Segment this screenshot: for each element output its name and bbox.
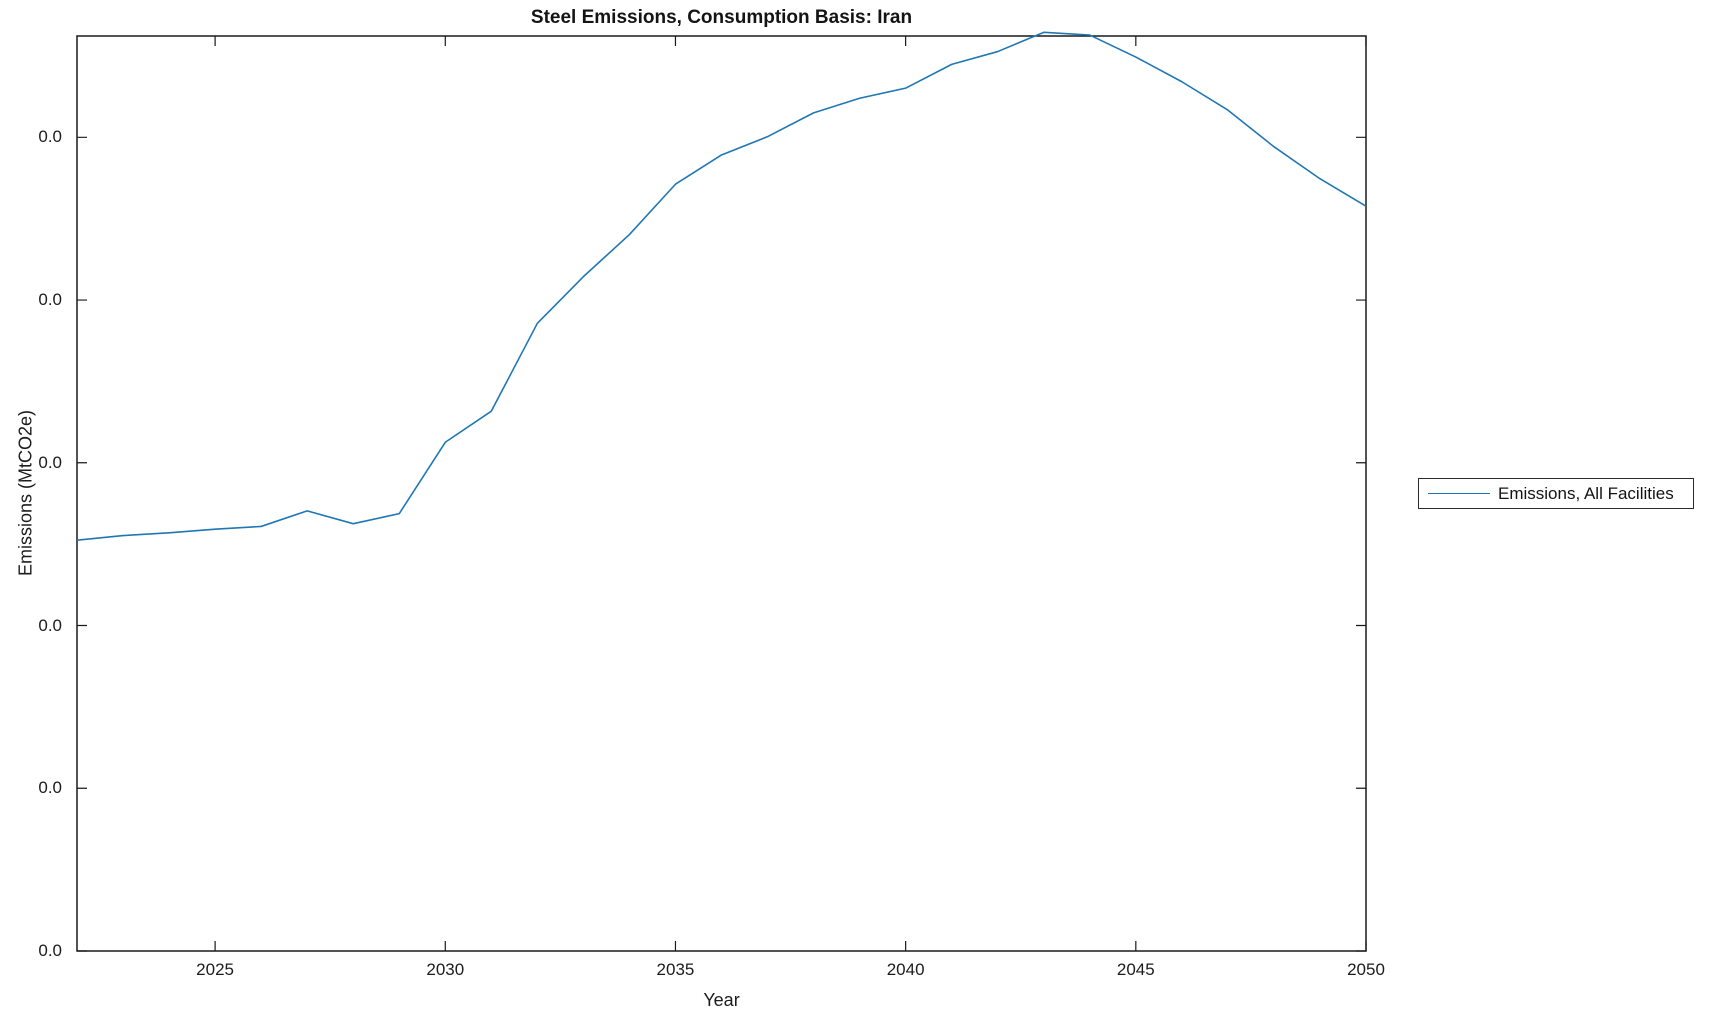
y-tick-label: 0.0 — [38, 778, 62, 798]
y-tick-label: 0.0 — [38, 127, 62, 147]
x-tick-label-2050: 2050 — [1347, 960, 1385, 979]
x-tick-label-2045: 2045 — [1116, 960, 1155, 979]
chart-title: Steel Emissions, Consumption Basis: Iran — [530, 7, 913, 28]
y-tick-label: 0.0 — [38, 452, 62, 472]
series-line — [76, 31, 1367, 541]
x-tick-label-2035: 2035 — [656, 960, 695, 979]
legend-line-sample — [1428, 493, 1490, 494]
x-tick-label-2030: 2030 — [426, 960, 465, 979]
plot-area — [76, 31, 1367, 952]
y-axis-label: Emissions (MtCO2e) — [15, 409, 36, 577]
x-tick-label-2025: 2025 — [196, 960, 234, 979]
axes-box — [76, 35, 1367, 952]
y-tick-label: 0.0 — [38, 615, 62, 635]
x-axis-label: Year — [703, 990, 740, 1010]
legend: Emissions, All Facilities — [1418, 478, 1694, 509]
x-tick-label-2040: 2040 — [886, 960, 925, 979]
axis-tick-marks — [77, 36, 1367, 952]
legend-entry-label: Emissions, All Facilities — [1498, 483, 1674, 503]
y-tick-label: 0.0 — [38, 941, 62, 960]
y-tick-label: 0.0 — [38, 290, 62, 310]
